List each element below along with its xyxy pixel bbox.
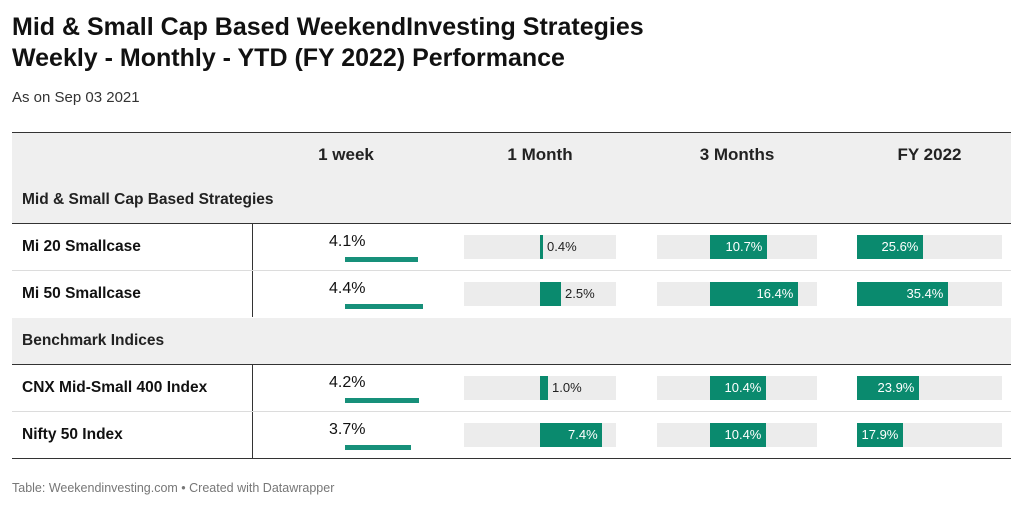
row-label: Mi 20 Smallcase: [22, 238, 141, 255]
week-value-label: 4.4%: [329, 280, 366, 297]
bar-value-label: 10.4%: [724, 427, 762, 442]
bar-value-label: 23.9%: [877, 380, 915, 395]
row-label: Nifty 50 Index: [22, 426, 123, 443]
week-value-label: 4.2%: [329, 374, 366, 391]
title-line-2: Weekly - Monthly - YTD (FY 2022) Perform…: [12, 44, 565, 72]
bar-3-months: [710, 235, 767, 259]
bar-track-fy-2022: 23.9%: [857, 376, 1002, 400]
week-bar: [345, 398, 419, 403]
table-row: Mi 20 Smallcase 4.1% 0.4% 10.7% 25.6%: [12, 224, 1011, 271]
week-bar: [345, 257, 418, 262]
bar-value-label: 2.5%: [565, 286, 595, 301]
bar-track-1-month: 1.0%: [464, 376, 616, 400]
bar-track-1-month: 0.4%: [464, 235, 616, 259]
bar-track-3-months: 10.7%: [657, 235, 817, 259]
table-header: 1 week 1 Month 3 Months FY 2022: [12, 133, 1011, 178]
bar-value-label: 0.4%: [547, 239, 577, 254]
column-header-1-week: 1 week: [318, 145, 374, 164]
bar-value-label: 35.4%: [906, 286, 944, 301]
bar-track-3-months: 10.4%: [657, 376, 817, 400]
bar-3-months: [710, 423, 766, 447]
bar-track-fy-2022: 25.6%: [857, 235, 1002, 259]
bar-value-label: 7.4%: [568, 427, 598, 442]
bar-value-label: 1.0%: [552, 380, 582, 395]
week-bar: [345, 445, 411, 450]
table-row: Mi 50 Smallcase 4.4% 2.5% 16.4% 35.4%: [12, 271, 1011, 317]
group-header: Mid & Small Cap Based Strategies: [12, 177, 1011, 224]
week-value-label: 3.7%: [329, 421, 366, 438]
row-label: CNX Mid-Small 400 Index: [22, 379, 208, 396]
group-header: Benchmark Indices: [12, 318, 1011, 365]
bar-track-fy-2022: 17.9%: [857, 423, 1002, 447]
bar-3-months: [710, 282, 798, 306]
week-bar: [345, 304, 423, 309]
bar-1-month: [540, 235, 543, 259]
bar-track-1-month: 7.4%: [464, 423, 616, 447]
bar-1-month: [540, 376, 548, 400]
column-divider: [252, 365, 253, 411]
column-header-fy-2022: FY 2022: [897, 145, 962, 164]
group-label: Mid & Small Cap Based Strategies: [22, 191, 274, 208]
title-line-1: Mid & Small Cap Based WeekendInvesting S…: [12, 13, 644, 41]
bar-value-label: 10.4%: [724, 380, 762, 395]
bar-track-3-months: 10.4%: [657, 423, 817, 447]
week-value-label: 4.1%: [329, 233, 366, 250]
row-label: Mi 50 Smallcase: [22, 285, 141, 302]
bar-track-3-months: 16.4%: [657, 282, 817, 306]
bar-fy-2022: [857, 282, 948, 306]
bar-value-label: 25.6%: [881, 239, 919, 254]
column-divider: [252, 271, 253, 317]
column-divider: [252, 412, 253, 458]
chart-title: Mid & Small Cap Based WeekendInvesting S…: [12, 12, 644, 74]
bar-value-label: 10.7%: [725, 239, 763, 254]
bar-1-month: [540, 423, 602, 447]
bar-track-fy-2022: 35.4%: [857, 282, 1002, 306]
bar-value-label: 17.9%: [861, 427, 899, 442]
table-row: CNX Mid-Small 400 Index 4.2% 1.0% 10.4% 23.9…: [12, 365, 1011, 412]
chart-subtitle: As on Sep 03 2021: [12, 89, 140, 106]
bar-1-month: [540, 282, 561, 306]
column-divider: [252, 224, 253, 270]
bar-track-1-month: 2.5%: [464, 282, 616, 306]
table-footer: Table: Weekendinvesting.com • Created wi…: [12, 481, 335, 495]
bar-value-label: 16.4%: [756, 286, 794, 301]
performance-table: 1 week 1 Month 3 Months FY 2022 Mid & Sm…: [12, 132, 1011, 459]
bar-fy-2022: [857, 235, 923, 259]
bar-3-months: [710, 376, 766, 400]
group-label: Benchmark Indices: [22, 332, 165, 349]
column-header-1-month: 1 Month: [507, 145, 573, 164]
bar-fy-2022: [857, 376, 919, 400]
bar-fy-2022: [857, 423, 903, 447]
column-header-3-months: 3 Months: [699, 145, 775, 164]
table-row: Nifty 50 Index 3.7% 7.4% 10.4% 17.9%: [12, 412, 1011, 458]
